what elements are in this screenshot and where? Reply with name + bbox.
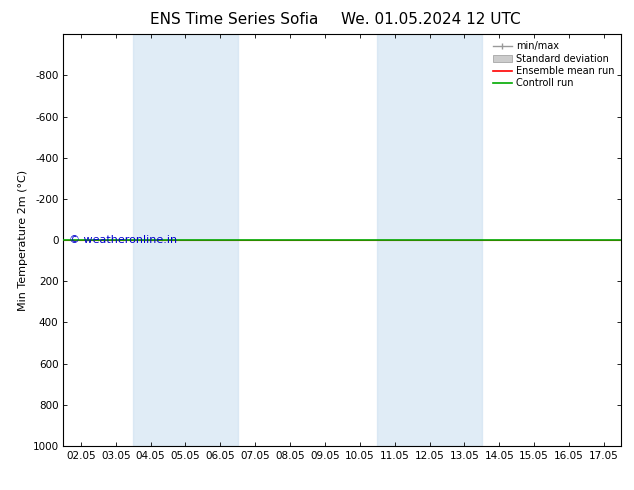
Y-axis label: Min Temperature 2m (°C): Min Temperature 2m (°C): [18, 170, 29, 311]
Bar: [133, 34, 238, 446]
Text: ENS Time Series Sofia: ENS Time Series Sofia: [150, 12, 319, 27]
Text: We. 01.05.2024 12 UTC: We. 01.05.2024 12 UTC: [341, 12, 521, 27]
Legend: min/max, Standard deviation, Ensemble mean run, Controll run: min/max, Standard deviation, Ensemble me…: [491, 39, 616, 90]
Bar: [377, 34, 482, 446]
Text: © weatheronline.in: © weatheronline.in: [69, 235, 177, 245]
